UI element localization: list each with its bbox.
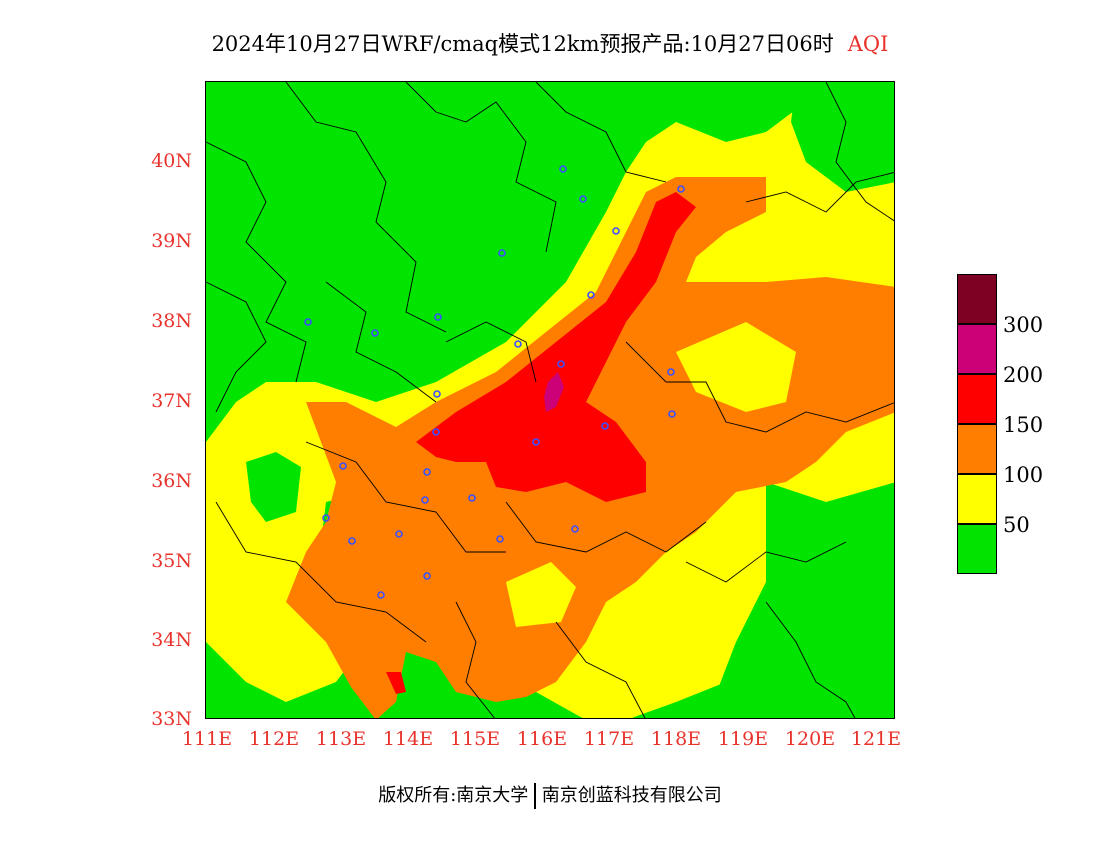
lon-label: 111E bbox=[181, 728, 233, 750]
legend-swatch-hazardous bbox=[957, 274, 997, 324]
legend-swatch-moderate bbox=[957, 474, 997, 524]
legend-swatch-unhealthy bbox=[957, 374, 997, 424]
lat-label: 35N bbox=[151, 550, 192, 572]
zone-good-pocket bbox=[706, 482, 894, 718]
zone-very-unhealthy bbox=[544, 372, 564, 412]
credit-separator bbox=[534, 783, 536, 809]
zone-moderate-pocket bbox=[676, 322, 796, 412]
aqi-map-svg bbox=[206, 82, 894, 718]
lon-label: 120E bbox=[784, 728, 836, 750]
admin-boundaries bbox=[206, 82, 894, 718]
legend-swatch-very-unhealthy bbox=[957, 324, 997, 374]
lon-label: 117E bbox=[583, 728, 635, 750]
lon-label: 121E bbox=[850, 728, 902, 750]
lon-label: 115E bbox=[449, 728, 501, 750]
zone-good-pocket bbox=[246, 452, 301, 522]
title-main: 2024年10月27日WRF/cmaq模式12km预报产品:10月27日06时 bbox=[211, 32, 834, 56]
zone-moderate-pocket bbox=[506, 562, 576, 627]
monitoring-stations bbox=[304, 165, 685, 599]
zone-unhealthy bbox=[416, 192, 696, 502]
lon-label: 118E bbox=[650, 728, 702, 750]
lat-label: 38N bbox=[151, 310, 192, 332]
legend-tick: 50 bbox=[1003, 513, 1030, 537]
lat-label: 37N bbox=[151, 390, 192, 412]
legend-tick: 300 bbox=[1003, 313, 1044, 337]
lon-label: 116E bbox=[516, 728, 568, 750]
lat-label: 36N bbox=[151, 470, 192, 492]
aqi-map bbox=[205, 81, 895, 719]
legend-tick: 100 bbox=[1003, 463, 1044, 487]
map-title: 2024年10月27日WRF/cmaq模式12km预报产品:10月27日06时 A… bbox=[0, 28, 1100, 58]
lon-label: 119E bbox=[717, 728, 769, 750]
legend-tick: 200 bbox=[1003, 363, 1044, 387]
lon-label: 113E bbox=[315, 728, 367, 750]
credit-line: 版权所有:南京大学 南京创蓝科技有限公司 bbox=[0, 781, 1100, 809]
lon-label: 114E bbox=[382, 728, 434, 750]
legend-swatch-good bbox=[957, 524, 997, 574]
legend-tick: 150 bbox=[1003, 413, 1044, 437]
credit-right: 南京创蓝科技有限公司 bbox=[541, 785, 722, 806]
credit-left: 版权所有:南京大学 bbox=[378, 785, 529, 806]
lon-label: 112E bbox=[248, 728, 300, 750]
legend-swatch-usg bbox=[957, 424, 997, 474]
zone-unhealthy-small bbox=[386, 672, 406, 694]
lat-label: 33N bbox=[151, 708, 192, 730]
lat-label: 34N bbox=[151, 629, 192, 651]
lat-label: 39N bbox=[151, 230, 192, 252]
title-product: AQI bbox=[847, 32, 889, 56]
lat-label: 40N bbox=[151, 150, 192, 172]
